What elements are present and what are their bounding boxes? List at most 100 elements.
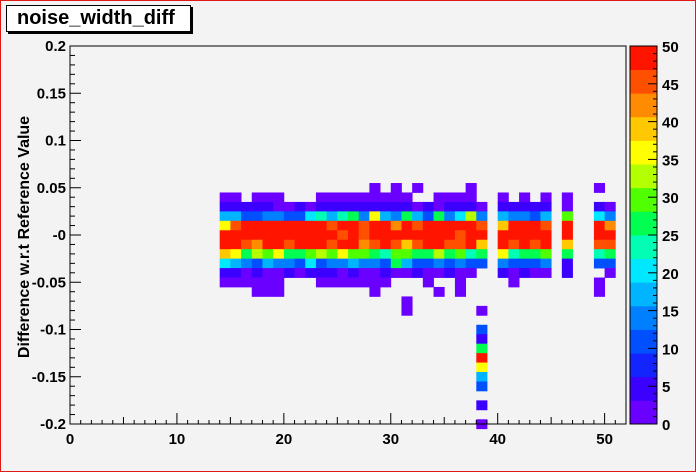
- heatmap-bin: [337, 239, 349, 250]
- heatmap-bin: [348, 211, 360, 222]
- heatmap-bin: [241, 249, 253, 260]
- heatmap-bin: [294, 230, 306, 241]
- heatmap-bin: [593, 211, 606, 222]
- heatmap-bin: [262, 249, 274, 260]
- heatmap-bin: [241, 211, 253, 222]
- heatmap-bin: [412, 201, 424, 212]
- heatmap-bin: [315, 258, 328, 269]
- heatmap-bin: [283, 239, 295, 250]
- heatmap-bin: [401, 249, 413, 260]
- heatmap-bin: [219, 192, 231, 203]
- heatmap-bin: [422, 211, 434, 222]
- heatmap-bin: [380, 258, 392, 269]
- heatmap-bin: [348, 192, 360, 203]
- heatmap-bin: [262, 230, 274, 241]
- heatmap-bin: [433, 211, 445, 222]
- heatmap-bin: [251, 277, 263, 288]
- heatmap-bin: [593, 239, 606, 250]
- heatmap-bin: [219, 201, 231, 212]
- heatmap-bin: [593, 286, 606, 297]
- heatmap-bin: [348, 239, 360, 250]
- heatmap-bin: [519, 258, 531, 269]
- heatmap-bin: [465, 230, 477, 241]
- heatmap-bin: [241, 220, 253, 231]
- y-tick-label: -0.05: [32, 274, 66, 291]
- heatmap-bin: [476, 381, 488, 392]
- heatmap-bin: [262, 192, 274, 203]
- heatmap-bin: [358, 230, 370, 241]
- heatmap-bin: [283, 268, 295, 278]
- heatmap-bin: [519, 201, 531, 212]
- heatmap-bin: [422, 277, 434, 288]
- x-tick-label: 50: [596, 431, 613, 448]
- heatmap-bin: [465, 183, 477, 193]
- heatmap-bin: [305, 239, 317, 250]
- heatmap-bin: [444, 201, 456, 212]
- heatmap-bin: [401, 220, 413, 231]
- heatmap-bin: [219, 239, 231, 250]
- heatmap-bin: [593, 249, 606, 260]
- heatmap-bin: [358, 192, 370, 203]
- heatmap-bin: [294, 239, 306, 250]
- heatmap-bin: [305, 201, 317, 212]
- heatmap-bin: [273, 192, 285, 203]
- heatmap-bin: [390, 239, 402, 250]
- heatmap-bin: [294, 268, 306, 278]
- heatmap-bin: [337, 268, 349, 278]
- heatmap-bin: [593, 220, 606, 231]
- heatmap-bin: [283, 211, 295, 222]
- colorbar-tick-label: 40: [662, 115, 679, 132]
- heatmap-bin: [444, 230, 456, 241]
- heatmap-bin: [380, 239, 392, 250]
- heatmap-bin: [604, 201, 616, 212]
- colorbar-segment: [630, 116, 657, 141]
- heatmap-bin: [401, 268, 413, 278]
- heatmap-bin: [454, 201, 467, 212]
- heatmap-bin: [369, 249, 381, 260]
- heatmap-bin: [465, 220, 477, 231]
- heatmap-bin: [401, 239, 413, 250]
- heatmap-bin: [348, 258, 360, 269]
- heatmap-bin: [358, 249, 370, 260]
- colorbar-tick-label: 35: [662, 152, 679, 169]
- heatmap-bin: [604, 258, 616, 269]
- heatmap-bin: [433, 220, 445, 231]
- colorbar-tick-label: 30: [662, 190, 679, 207]
- heatmap-bin: [230, 192, 242, 203]
- heatmap-bin: [273, 211, 285, 222]
- heatmap-bin: [401, 192, 413, 203]
- heatmap-bin: [380, 211, 392, 222]
- heatmap-bin: [251, 192, 263, 203]
- heatmap-bin: [326, 249, 338, 260]
- heatmap-bin: [230, 258, 242, 269]
- heatmap-bin: [241, 258, 253, 269]
- heatmap-bin: [273, 230, 285, 241]
- heatmap-bin: [508, 211, 520, 222]
- heatmap-bin: [519, 268, 531, 278]
- heatmap-bin: [358, 268, 370, 278]
- heatmap-bin: [251, 211, 263, 222]
- heatmap-bin: [305, 268, 317, 278]
- heatmap-bin: [508, 201, 520, 212]
- heatmap-bin: [497, 258, 509, 269]
- heatmap-bin: [422, 258, 434, 269]
- y-axis: -0.2 -0.15 -0.1 -0.05 -0 0.05 0.1 0.15 0.2: [32, 38, 81, 433]
- heatmap-bin: [497, 249, 509, 260]
- heatmap-bin: [390, 268, 402, 278]
- heatmap-bin: [273, 220, 285, 231]
- heatmap-bin: [454, 220, 467, 231]
- heatmap-bin: [326, 201, 338, 212]
- heatmap-bin: [273, 201, 285, 212]
- heatmap-bin: [262, 258, 274, 269]
- heatmap-bin: [390, 183, 402, 193]
- heatmap-bin: [390, 220, 402, 231]
- heatmap-bin: [369, 183, 381, 193]
- heatmap-bin: [294, 220, 306, 231]
- heatmap-bin: [273, 277, 285, 288]
- heatmap-bin: [230, 201, 242, 212]
- colorbar-tick-label: 10: [662, 341, 679, 358]
- heatmap-bin: [508, 277, 520, 288]
- heatmap-bin: [465, 239, 477, 250]
- heatmap-bin: [519, 211, 531, 222]
- heatmap-bin: [283, 258, 295, 269]
